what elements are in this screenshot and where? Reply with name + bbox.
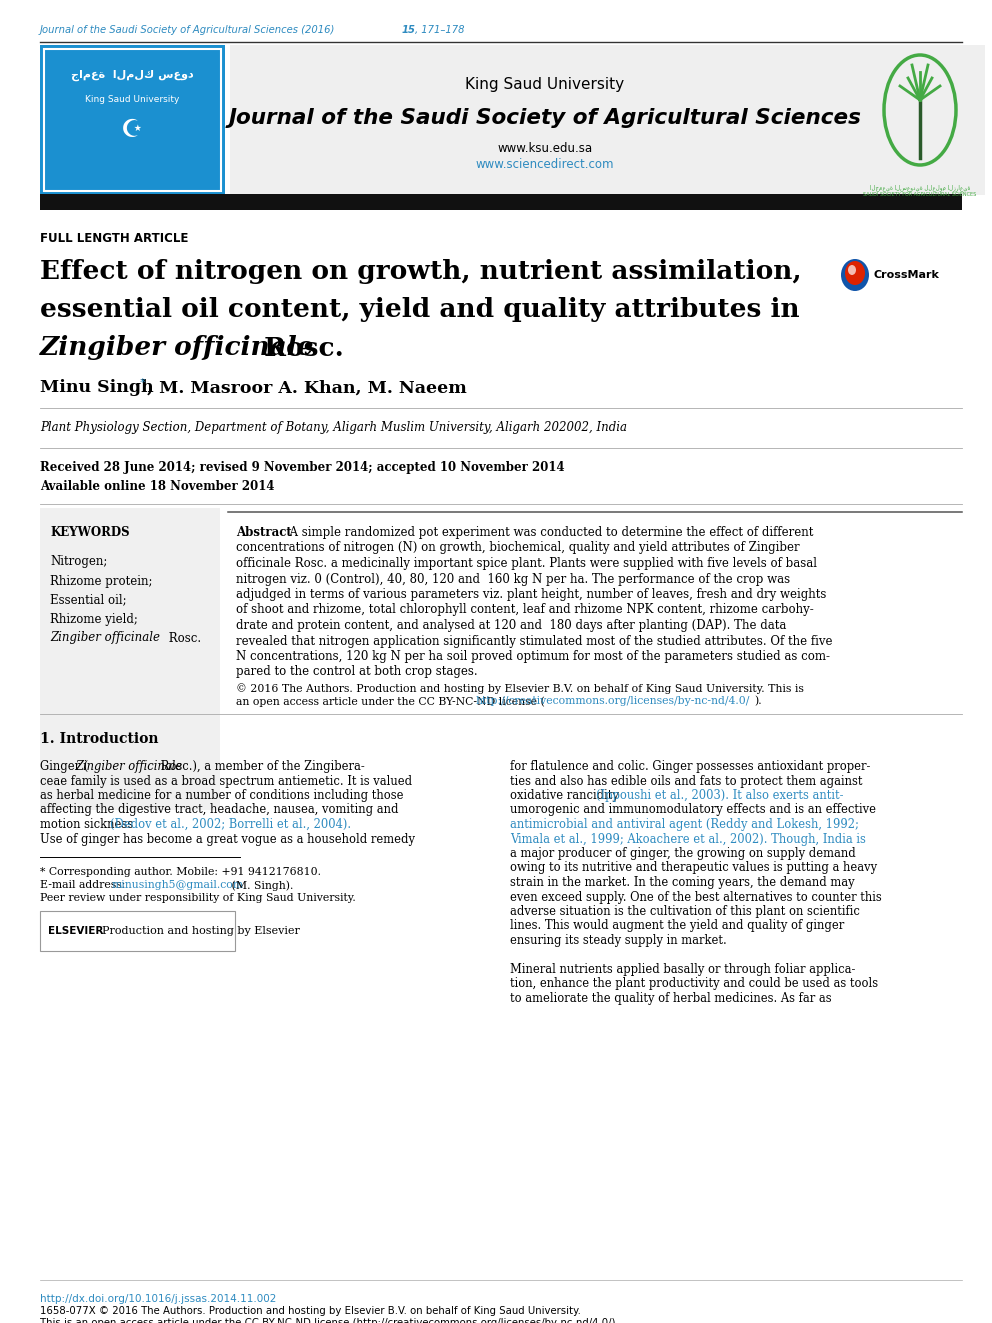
Text: CrossMark: CrossMark — [873, 270, 938, 280]
Text: Zingiber officinale: Zingiber officinale — [74, 759, 182, 773]
Ellipse shape — [848, 265, 856, 275]
Text: oxidative rancidity: oxidative rancidity — [510, 789, 623, 802]
Text: minusingh5@gmail.com: minusingh5@gmail.com — [112, 880, 244, 890]
Text: even exceed supply. One of the best alternatives to counter this: even exceed supply. One of the best alte… — [510, 890, 882, 904]
Text: Zingiber officinale: Zingiber officinale — [40, 336, 314, 360]
Text: FULL LENGTH ARTICLE: FULL LENGTH ARTICLE — [40, 232, 188, 245]
Text: revealed that nitrogen application significantly stimulated most of the studied : revealed that nitrogen application signi… — [236, 635, 832, 647]
Text: Journal of the Saudi Society of Agricultural Sciences (2016): Journal of the Saudi Society of Agricult… — [40, 25, 338, 34]
Text: ).: ). — [754, 696, 762, 706]
Text: officinale Rosc. a medicinally important spice plant. Plants were supplied with : officinale Rosc. a medicinally important… — [236, 557, 817, 570]
Text: Nitrogen;: Nitrogen; — [50, 556, 107, 569]
Text: affecting the digestive tract, headache, nausea, vomiting and: affecting the digestive tract, headache,… — [40, 803, 399, 816]
Text: adjudged in terms of various parameters viz. plant height, number of leaves, fre: adjudged in terms of various parameters … — [236, 587, 826, 601]
Text: This is an open access article under the CC BY-NC-ND license (http://creativecom: This is an open access article under the… — [40, 1318, 619, 1323]
Text: ELSEVIER: ELSEVIER — [48, 926, 103, 935]
Text: umorogenic and immunomodulatory effects and is an effective: umorogenic and immunomodulatory effects … — [510, 803, 876, 816]
Text: Rosc.: Rosc. — [255, 336, 344, 360]
Text: to ameliorate the quality of herbal medicines. As far as: to ameliorate the quality of herbal medi… — [510, 992, 831, 1005]
Text: E-mail address:: E-mail address: — [40, 880, 129, 890]
Text: concentrations of nitrogen (N) on growth, biochemical, quality and yield attribu: concentrations of nitrogen (N) on growth… — [236, 541, 800, 554]
Text: a major producer of ginger, the growing on supply demand: a major producer of ginger, the growing … — [510, 847, 856, 860]
Text: (Ippoushi et al., 2003). It also exerts antit-: (Ippoushi et al., 2003). It also exerts … — [596, 789, 843, 802]
Text: Available online 18 November 2014: Available online 18 November 2014 — [40, 479, 275, 492]
Text: Zingiber officinale: Zingiber officinale — [50, 631, 160, 644]
Text: Abstract: Abstract — [236, 527, 292, 538]
Text: *: * — [140, 378, 146, 388]
Ellipse shape — [841, 259, 869, 291]
Text: ceae family is used as a broad spectrum antiemetic. It is valued: ceae family is used as a broad spectrum … — [40, 774, 412, 787]
Text: drate and protein content, and analysed at 120 and  180 days after planting (DAP: drate and protein content, and analysed … — [236, 619, 787, 632]
Text: Rhizome yield;: Rhizome yield; — [50, 613, 138, 626]
Text: Rhizome protein;: Rhizome protein; — [50, 574, 153, 587]
Text: tion, enhance the plant productivity and could be used as tools: tion, enhance the plant productivity and… — [510, 978, 878, 991]
Text: essential oil content, yield and quality attributes in: essential oil content, yield and quality… — [40, 298, 800, 323]
Text: جامعة  الملك سعود: جامعة الملك سعود — [70, 69, 193, 81]
Text: pared to the control at both crop stages.: pared to the control at both crop stages… — [236, 665, 477, 679]
Text: , M. Masroor A. Khan, M. Naeem: , M. Masroor A. Khan, M. Naeem — [147, 380, 467, 397]
Text: Effect of nitrogen on growth, nutrient assimilation,: Effect of nitrogen on growth, nutrient a… — [40, 259, 802, 284]
Text: SAUDI SOCIETY FOR AGRICULTURAL SCIENCES: SAUDI SOCIETY FOR AGRICULTURAL SCIENCES — [863, 193, 977, 197]
Text: , 171–178: , 171–178 — [415, 25, 464, 34]
Text: Rosc.: Rosc. — [165, 631, 201, 644]
Text: Production and hosting by Elsevier: Production and hosting by Elsevier — [102, 926, 300, 935]
Text: * Corresponding author. Mobile: +91 9412176810.: * Corresponding author. Mobile: +91 9412… — [40, 867, 321, 877]
Text: 15: 15 — [402, 25, 416, 34]
Text: adverse situation is the cultivation of this plant on scientific: adverse situation is the cultivation of … — [510, 905, 860, 918]
Text: (Dedov et al., 2002; Borrelli et al., 2004).: (Dedov et al., 2002; Borrelli et al., 20… — [109, 818, 351, 831]
Text: Peer review under responsibility of King Saud University.: Peer review under responsibility of King… — [40, 893, 356, 904]
Bar — [230, 45, 855, 194]
Text: strain in the market. In the coming years, the demand may: strain in the market. In the coming year… — [510, 876, 855, 889]
Text: 1658-077X © 2016 The Authors. Production and hosting by Elsevier B.V. on behalf : 1658-077X © 2016 The Authors. Production… — [40, 1306, 581, 1316]
Text: an open access article under the CC BY-NC-ND license (: an open access article under the CC BY-N… — [236, 696, 545, 706]
Text: Minu Singh: Minu Singh — [40, 380, 154, 397]
Bar — [40, 45, 225, 194]
Text: Journal of the Saudi Society of Agricultural Sciences: Journal of the Saudi Society of Agricult… — [228, 108, 861, 128]
Text: for flatulence and colic. Ginger possesses antioxidant proper-: for flatulence and colic. Ginger possess… — [510, 759, 870, 773]
Text: KEYWORDS: KEYWORDS — [50, 525, 130, 538]
Bar — [40, 508, 220, 810]
Bar — [40, 194, 962, 210]
Text: owing to its nutritive and therapeutic values is putting a heavy: owing to its nutritive and therapeutic v… — [510, 861, 877, 875]
Text: of shoot and rhizome, total chlorophyll content, leaf and rhizome NPK content, r: of shoot and rhizome, total chlorophyll … — [236, 603, 813, 617]
Text: lines. This would augment the yield and quality of ginger: lines. This would augment the yield and … — [510, 919, 844, 933]
Text: King Saud University: King Saud University — [465, 78, 625, 93]
Text: http://dx.doi.org/10.1016/j.jssas.2014.11.002: http://dx.doi.org/10.1016/j.jssas.2014.1… — [40, 1294, 277, 1304]
Text: Use of ginger has become a great vogue as a household remedy: Use of ginger has become a great vogue a… — [40, 832, 415, 845]
Text: as herbal medicine for a number of conditions including those: as herbal medicine for a number of condi… — [40, 789, 404, 802]
Bar — [44, 49, 221, 191]
Text: (M. Singh).: (M. Singh). — [228, 880, 294, 890]
Text: Vimala et al., 1999; Akoachere et al., 2002). Though, India is: Vimala et al., 1999; Akoachere et al., 2… — [510, 832, 866, 845]
Ellipse shape — [845, 261, 865, 284]
Text: ties and also has edible oils and fats to protect them against: ties and also has edible oils and fats t… — [510, 774, 862, 787]
Text: King Saud University: King Saud University — [84, 95, 180, 105]
Text: nitrogen viz. 0 (Control), 40, 80, 120 and  160 kg N per ha. The performance of : nitrogen viz. 0 (Control), 40, 80, 120 a… — [236, 573, 790, 586]
Text: ensuring its steady supply in market.: ensuring its steady supply in market. — [510, 934, 727, 947]
Text: © 2016 The Authors. Production and hosting by Elsevier B.V. on behalf of King Sa: © 2016 The Authors. Production and hosti… — [236, 683, 804, 693]
Text: N concentrations, 120 kg N per ha soil proved optimum for most of the parameters: N concentrations, 120 kg N per ha soil p… — [236, 650, 830, 663]
Text: Plant Physiology Section, Department of Botany, Aligarh Muslim University, Aliga: Plant Physiology Section, Department of … — [40, 422, 627, 434]
Text: ☪: ☪ — [121, 118, 143, 142]
Text: الجمعية السعودية للعلوم الزراعية: الجمعية السعودية للعلوم الزراعية — [870, 185, 970, 192]
Text: Essential oil;: Essential oil; — [50, 594, 127, 606]
Text: Rosc.), a member of the Zingibera-: Rosc.), a member of the Zingibera- — [158, 759, 365, 773]
Text: Mineral nutrients applied basally or through foliar applica-: Mineral nutrients applied basally or thr… — [510, 963, 855, 976]
Text: http://creativecommons.org/licenses/by-nc-nd/4.0/: http://creativecommons.org/licenses/by-n… — [476, 696, 750, 706]
Text: antimicrobial and antiviral agent (Reddy and Lokesh, 1992;: antimicrobial and antiviral agent (Reddy… — [510, 818, 859, 831]
Text: www.ksu.edu.sa: www.ksu.edu.sa — [497, 142, 592, 155]
Text: 1. Introduction: 1. Introduction — [40, 732, 159, 746]
Text: Ginger (: Ginger ( — [40, 759, 88, 773]
Text: A simple randomized pot experiment was conducted to determine the effect of diff: A simple randomized pot experiment was c… — [282, 527, 813, 538]
Text: Received 28 June 2014; revised 9 November 2014; accepted 10 November 2014: Received 28 June 2014; revised 9 Novembe… — [40, 462, 564, 475]
Text: www.sciencedirect.com: www.sciencedirect.com — [476, 159, 614, 172]
Bar — [855, 45, 985, 194]
Bar — [40, 912, 235, 951]
Text: motion sickness: motion sickness — [40, 818, 137, 831]
